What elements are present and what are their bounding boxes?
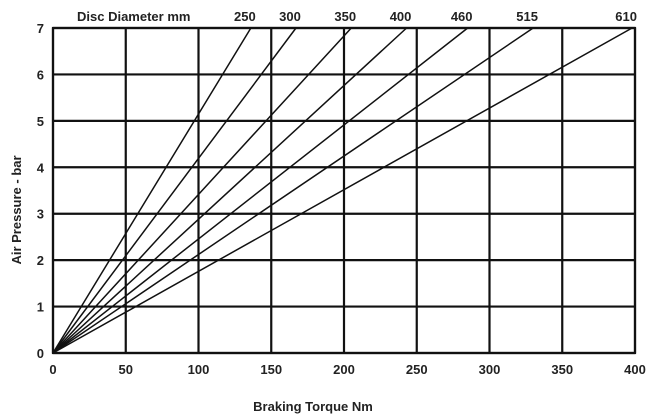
series-line-515: [52, 27, 534, 354]
y-tick-labels: 0 1 2 3 4 5 6 7: [37, 21, 45, 361]
x-axis-title: Braking Torque Nm: [253, 399, 373, 414]
x-tick-label: 100: [188, 362, 210, 377]
x-tick-label: 350: [551, 362, 573, 377]
y-tick-label: 7: [37, 21, 44, 36]
x-tick-labels: 0 50 100 150 200 250 300 350 400: [49, 362, 645, 377]
x-tick-label: 0: [49, 362, 56, 377]
series-label-460: 460: [451, 9, 473, 24]
series-lines: [52, 27, 633, 354]
series-line-300: [52, 27, 297, 354]
series-line-250: [52, 27, 252, 354]
y-tick-label: 0: [37, 346, 44, 361]
plot-border: [51, 26, 637, 355]
y-tick-label: 5: [37, 114, 44, 129]
y-tick-label: 4: [37, 160, 45, 175]
x-tick-label: 200: [333, 362, 355, 377]
x-tick-label: 400: [624, 362, 646, 377]
series-line-460: [52, 27, 469, 354]
y-tick-label: 3: [37, 207, 44, 222]
series-label-400: 400: [390, 9, 412, 24]
legend-title: Disc Diameter mm: [77, 9, 190, 24]
series-label-350: 350: [334, 9, 356, 24]
series-line-610: [52, 27, 633, 354]
x-tick-label: 250: [406, 362, 428, 377]
series-label-515: 515: [516, 9, 538, 24]
series-labels: 250 300 350 400 460 515 610: [234, 9, 637, 24]
x-tick-label: 50: [119, 362, 133, 377]
series-label-250: 250: [234, 9, 256, 24]
y-tick-label: 2: [37, 253, 44, 268]
series-label-610: 610: [615, 9, 637, 24]
x-tick-label: 150: [260, 362, 282, 377]
y-tick-label: 6: [37, 67, 44, 82]
series-line-400: [52, 27, 408, 354]
series-line-350: [52, 27, 352, 354]
x-tick-label: 300: [479, 362, 501, 377]
series-label-300: 300: [279, 9, 301, 24]
y-tick-label: 1: [37, 300, 44, 315]
y-axis-title: Air Pressure - bar: [9, 155, 24, 264]
